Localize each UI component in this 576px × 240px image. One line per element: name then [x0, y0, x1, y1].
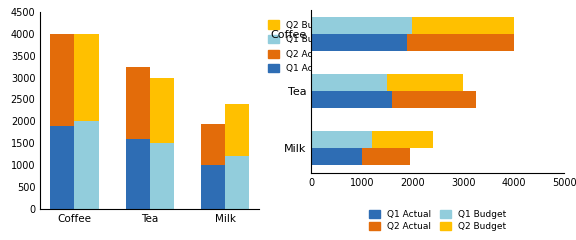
Bar: [225, 156, 249, 209]
Bar: [372, 131, 433, 148]
Bar: [150, 78, 174, 143]
Bar: [311, 91, 392, 108]
Bar: [412, 17, 514, 34]
Bar: [392, 91, 476, 108]
Bar: [74, 121, 98, 209]
Bar: [407, 34, 514, 51]
Bar: [201, 165, 225, 209]
Legend: Q1 Actual, Q2 Actual, Q1 Budget, Q2 Budget: Q1 Actual, Q2 Actual, Q1 Budget, Q2 Budg…: [365, 207, 510, 235]
Legend: Q2 Budget, Q1 Budget, Q2 Actual, Q1 Actual: Q2 Budget, Q1 Budget, Q2 Actual, Q1 Actu…: [268, 20, 335, 73]
Bar: [150, 143, 174, 209]
Bar: [311, 34, 407, 51]
Bar: [201, 124, 225, 165]
Bar: [126, 139, 150, 209]
Bar: [311, 74, 387, 91]
Bar: [126, 67, 150, 139]
Bar: [311, 17, 412, 34]
Bar: [362, 148, 410, 165]
Bar: [387, 74, 463, 91]
Bar: [225, 104, 249, 156]
Bar: [311, 131, 372, 148]
Bar: [50, 34, 74, 126]
Bar: [74, 34, 98, 121]
Bar: [311, 148, 362, 165]
Bar: [50, 126, 74, 209]
